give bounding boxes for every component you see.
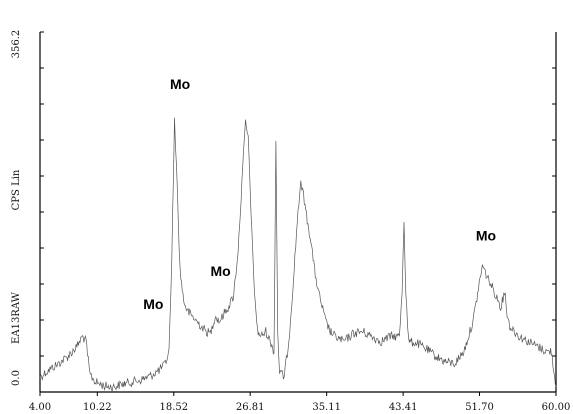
axes — [39, 31, 557, 393]
y-axis-texts: 356.2 CPS Lin EA13RAW 0.0 — [11, 30, 22, 386]
x-tick-label: 26.81 — [236, 402, 265, 413]
x-tick-label: 35.11 — [312, 402, 341, 413]
peak-annotation: Mo — [210, 263, 230, 279]
x-tick-label: 10.22 — [83, 402, 112, 413]
peak-annotation: Mo — [476, 227, 496, 243]
y-tick-label-max: 356.2 — [11, 30, 22, 59]
peak-annotation: Mo — [143, 296, 163, 312]
file-label: EA13RAW — [11, 291, 22, 344]
xrd-pattern-line — [39, 117, 557, 393]
x-tick-label: 60.00 — [542, 402, 571, 413]
x-ticks: 4.00 10.22 18.52 26.81 35.11 43.41 51.70 60.00 — [29, 392, 570, 413]
y-tick-label-min: 0.0 — [11, 370, 22, 386]
series-layer — [39, 117, 557, 393]
x-tick-label: 18.52 — [159, 402, 188, 413]
y-axis-label: CPS Lin — [11, 169, 22, 210]
x-tick-label: 51.70 — [465, 402, 494, 413]
peak-annotation: Mo — [170, 76, 190, 92]
annotations: Mo Mo Mo Mo — [143, 76, 496, 312]
x-tick-label: 43.41 — [389, 402, 418, 413]
x-tick-label: 4.00 — [29, 402, 51, 413]
